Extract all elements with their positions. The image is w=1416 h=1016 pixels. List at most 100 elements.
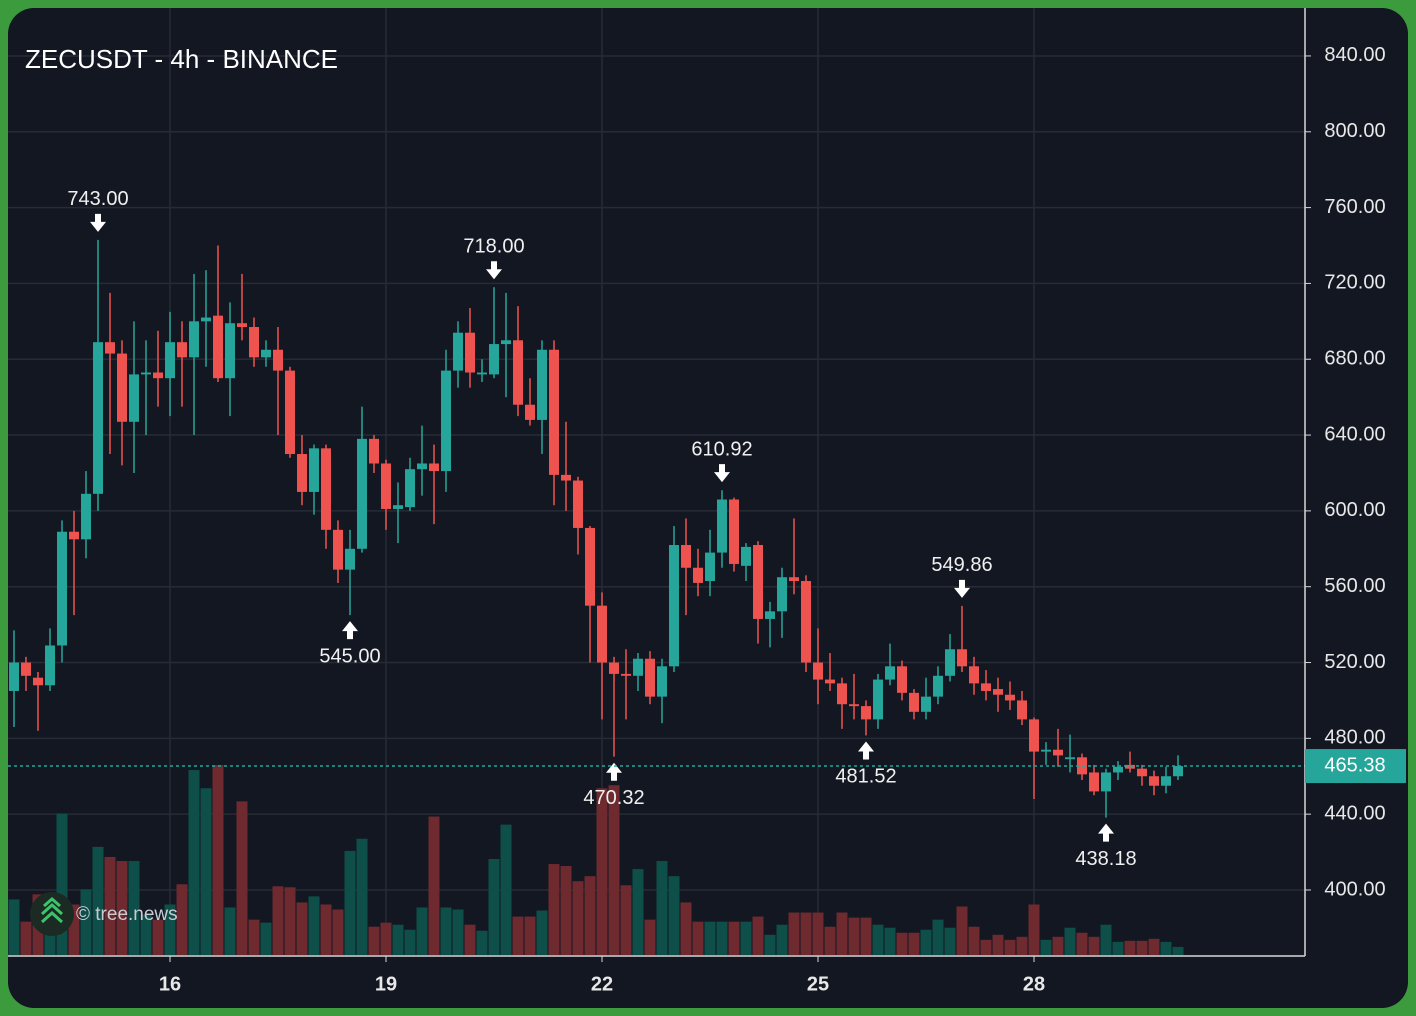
low-label: 545.00 (319, 645, 380, 667)
watermark: © tree.news (76, 904, 178, 925)
candle-body (93, 342, 103, 494)
volume-bar (584, 876, 596, 955)
volume-bar (896, 932, 908, 955)
volume-bar (356, 838, 368, 955)
candle-body (537, 349, 547, 420)
volume-bar (332, 909, 344, 955)
candle-body (501, 340, 511, 345)
high-label: 549.86 (931, 554, 992, 576)
candle-body (1029, 719, 1039, 752)
volume-bar (476, 930, 488, 955)
candle-body (549, 349, 559, 475)
volume-bar (380, 922, 392, 955)
volume-bar (788, 912, 800, 955)
candle-body (513, 340, 523, 405)
volume-bar (644, 919, 656, 955)
volume-bar (1148, 938, 1160, 955)
candle-body (957, 649, 967, 667)
volume-bar (944, 927, 956, 955)
volume-bar (572, 881, 584, 955)
candle-body (825, 679, 835, 684)
candle-body (1173, 766, 1183, 777)
volume-bar (368, 926, 380, 955)
y-tick-label: 520.00 (1324, 651, 1385, 673)
low-arrow (858, 741, 874, 760)
candle-body (45, 645, 55, 686)
candle-body (57, 531, 67, 646)
candle-body (465, 332, 475, 373)
candle-body (165, 342, 175, 379)
volume-bar (464, 924, 476, 955)
candle-body (453, 332, 463, 371)
candle-body (477, 372, 487, 375)
volume-bar (440, 907, 452, 955)
low-label: 438.18 (1075, 848, 1136, 870)
volume-bar (524, 916, 536, 955)
volume-bar (1136, 940, 1148, 955)
volume-bar (620, 885, 632, 955)
volume-bar (260, 922, 272, 955)
volume-bar (224, 907, 236, 955)
candle-body (33, 677, 43, 686)
candle-body (645, 658, 655, 697)
y-tick-label: 760.00 (1324, 196, 1385, 218)
low-arrow (342, 621, 358, 640)
volume-bar (248, 919, 260, 955)
candle-body (897, 666, 907, 693)
candle-body (573, 480, 583, 528)
volume-bar (932, 919, 944, 955)
candle-body (201, 317, 211, 322)
candle-body (129, 374, 139, 422)
candle-body (141, 372, 151, 375)
candle-body (429, 463, 439, 472)
volume-bar (296, 902, 308, 955)
chart-title: ZECUSDT - 4h - BINANCE (25, 44, 338, 74)
candle-body (753, 544, 763, 619)
candle-body (1041, 749, 1051, 752)
candle-body (417, 463, 427, 470)
high-label: 718.00 (463, 235, 524, 257)
y-tick-label: 400.00 (1324, 878, 1385, 900)
candle-body (1017, 700, 1027, 720)
low-arrow (1098, 823, 1114, 842)
candle-body (285, 370, 295, 455)
volume-bar (428, 816, 440, 955)
candle-body (1113, 766, 1123, 773)
candle-body (1101, 772, 1111, 792)
volume-bar (200, 788, 212, 955)
candle-body (69, 531, 79, 540)
candle-body (921, 696, 931, 712)
y-tick-label: 720.00 (1324, 272, 1385, 294)
volume-bar (1100, 924, 1112, 955)
candle-body (621, 673, 631, 676)
volume-bar (404, 929, 416, 955)
volume-bar (512, 916, 524, 955)
candle-body (1005, 694, 1015, 701)
volume-bar (80, 889, 92, 955)
candle-body (717, 499, 727, 553)
volume-bar (860, 917, 872, 955)
volume-bar (884, 927, 896, 955)
volume-bar (1028, 904, 1040, 955)
low-label: 470.32 (583, 787, 644, 809)
candle-body (105, 342, 115, 354)
candle-body (729, 499, 739, 564)
volume-bar (272, 886, 284, 955)
candle-body (237, 323, 247, 328)
volume-bar (152, 919, 164, 955)
volume-bar (800, 912, 812, 955)
candle-body (969, 666, 979, 684)
candle-body (393, 505, 403, 509)
y-tick-label: 480.00 (1324, 727, 1385, 749)
volume-bar (872, 924, 884, 955)
volume-bar (188, 770, 200, 955)
candle-body (813, 662, 823, 680)
candle-body (1161, 776, 1171, 786)
volume-bar (1016, 936, 1028, 955)
candle-body (945, 649, 955, 676)
candle-body (741, 546, 751, 566)
candle-body (657, 666, 667, 697)
candle-body (1137, 768, 1147, 777)
candle-body (273, 349, 283, 371)
